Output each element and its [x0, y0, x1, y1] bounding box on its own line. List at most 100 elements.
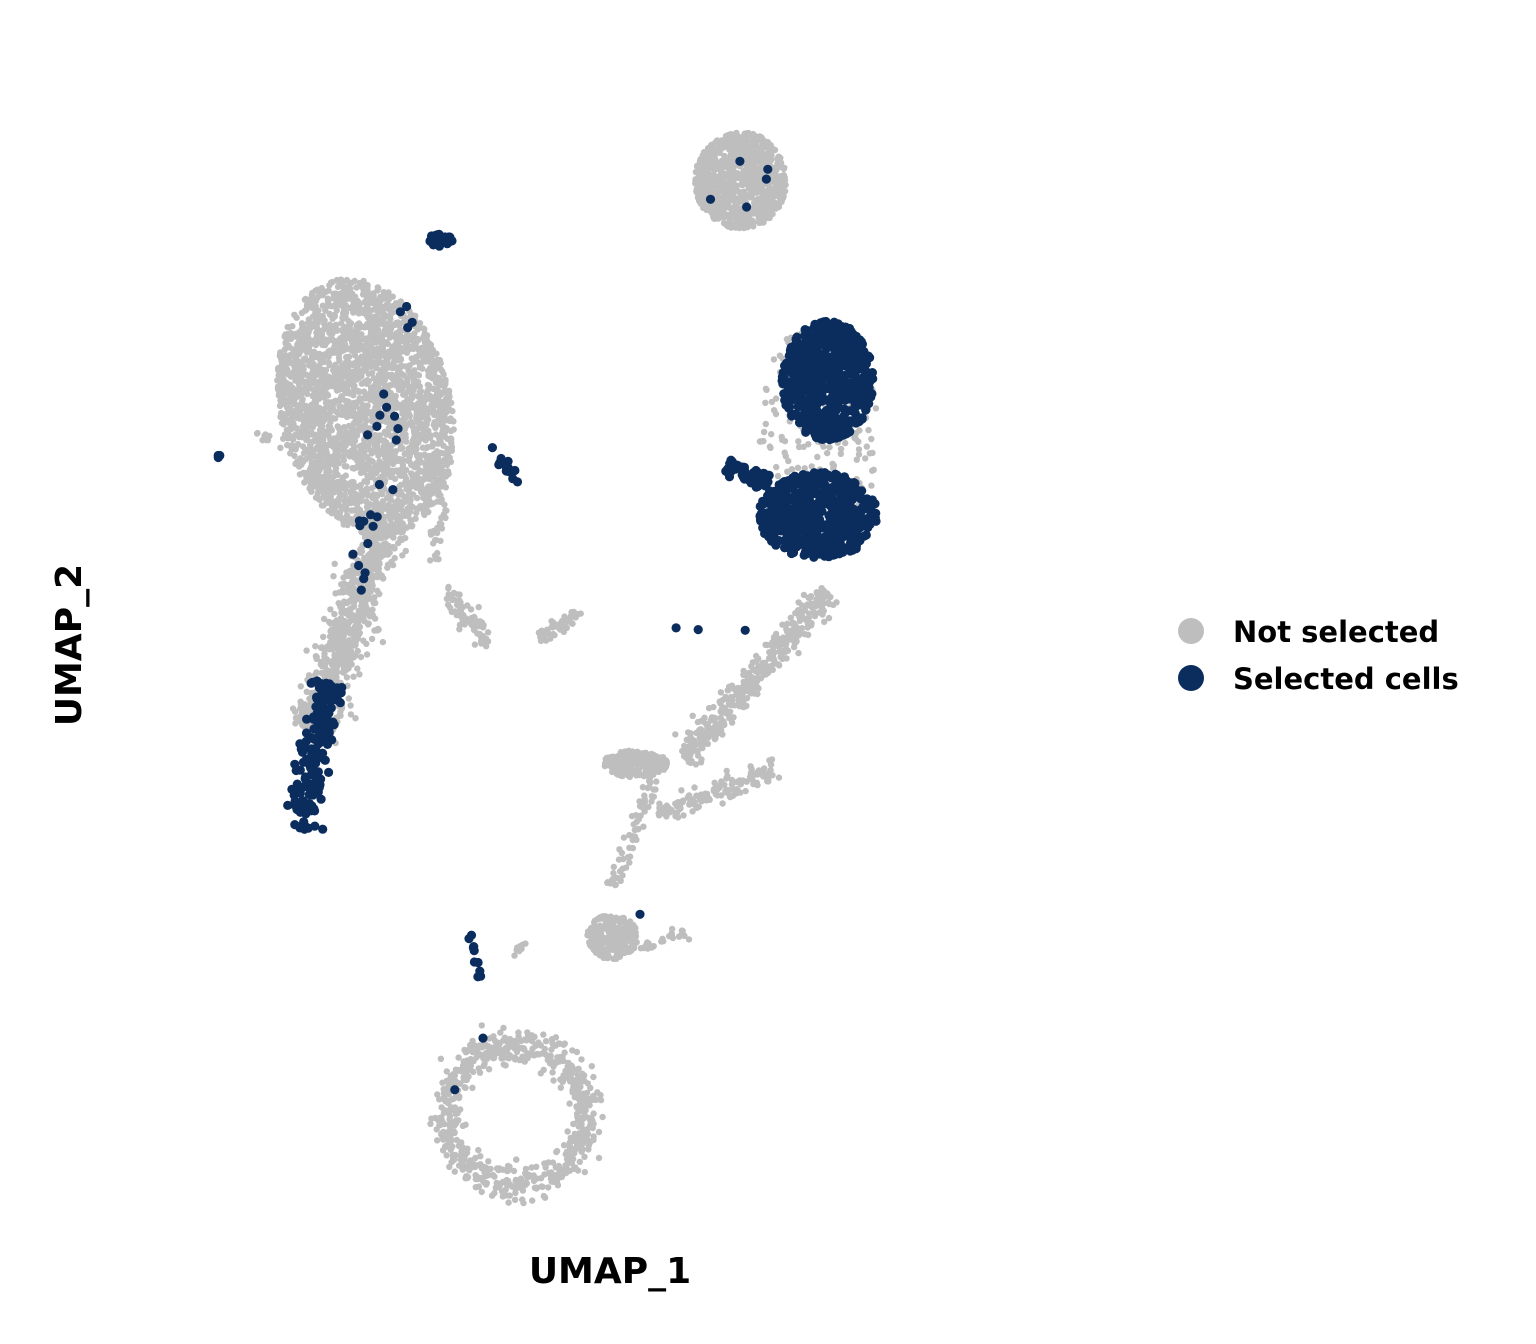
- unselected-cell-point: [824, 449, 831, 457]
- unselected-cell-point: [719, 696, 726, 704]
- unselected-cell-point: [319, 461, 326, 468]
- unselected-cell-point: [750, 666, 757, 674]
- unselected-cell-point: [404, 509, 411, 517]
- unselected-cell-point: [356, 508, 363, 516]
- unselected-cell-point: [821, 618, 828, 625]
- unselected-cell-point: [388, 345, 396, 352]
- unselected-cell-point: [470, 622, 477, 630]
- unselected-cell-point: [393, 374, 400, 381]
- unselected-cell-point: [423, 460, 431, 468]
- unselected-cell-point: [729, 132, 736, 139]
- unselected-cell-point: [409, 491, 417, 498]
- unselected-cell-point: [777, 194, 785, 201]
- unselected-cell-point: [391, 554, 398, 562]
- unselected-cell-point: [280, 421, 287, 428]
- unselected-cell-point: [307, 321, 314, 328]
- unselected-cell-point: [770, 407, 778, 414]
- unselected-cell-point: [293, 314, 300, 321]
- unselected-cell-point: [698, 181, 705, 189]
- unselected-cell-point: [422, 420, 429, 427]
- unselected-cell-point: [753, 145, 760, 152]
- cluster-right-top-grey: [692, 129, 789, 232]
- unselected-cell-point: [700, 204, 707, 211]
- unselected-cell-point: [328, 626, 335, 634]
- unselected-cell-point: [696, 158, 704, 165]
- unselected-cell-point: [402, 547, 409, 555]
- unselected-cell-point: [339, 515, 346, 522]
- unselected-cell-point: [282, 340, 289, 347]
- unselected-cell-point: [330, 377, 337, 385]
- unselected-cell-point: [872, 405, 880, 412]
- unselected-cell-point: [794, 464, 802, 471]
- unselected-cell-point: [364, 305, 371, 313]
- unselected-cell-point: [281, 346, 289, 353]
- unselected-cell-point: [701, 150, 708, 157]
- unselected-cell-point: [721, 194, 729, 201]
- unselected-cell-point: [405, 495, 413, 503]
- unselected-cell-point: [447, 427, 455, 435]
- unselected-cell-point: [538, 627, 545, 634]
- unselected-cell-point: [863, 443, 870, 450]
- unselected-cell-point: [350, 599, 358, 607]
- unselected-cell-point: [689, 712, 696, 719]
- unselected-cell-point: [320, 633, 327, 641]
- unselected-cell-point: [777, 640, 785, 647]
- unselected-cell-point: [445, 583, 452, 591]
- unselected-cell-point: [395, 352, 402, 359]
- unselected-cell-point: [315, 307, 322, 314]
- unselected-cell-point: [370, 336, 377, 343]
- unselected-cell-point: [775, 203, 783, 211]
- unselected-cell-point: [381, 442, 389, 450]
- unselected-cell-point: [339, 347, 346, 354]
- cluster-center-small-grey: [443, 583, 492, 650]
- unselected-cell-point: [414, 378, 422, 386]
- unselected-cell-point: [353, 327, 360, 335]
- unselected-cell-point: [746, 679, 754, 686]
- unselected-cell-point: [355, 623, 362, 631]
- unselected-cell-point: [370, 293, 377, 300]
- unselected-cell-point: [769, 666, 776, 673]
- unselected-cell-point: [758, 668, 765, 675]
- unselected-cell-point: [759, 659, 767, 667]
- unselected-cell-point: [403, 479, 410, 487]
- unselected-cell-point: [445, 470, 452, 478]
- unselected-cell-point: [706, 730, 714, 738]
- unselected-cell-point: [721, 152, 728, 160]
- unselected-cell-point: [347, 412, 354, 419]
- unselected-cell-point: [375, 462, 382, 469]
- unselected-cell-point: [414, 462, 421, 469]
- unselected-cell-point: [320, 670, 328, 677]
- unselected-cell-point: [783, 336, 791, 343]
- unselected-cell-point: [370, 299, 377, 306]
- unselected-cell-point: [287, 405, 294, 413]
- unselected-cell-point: [783, 626, 790, 633]
- unselected-cell-point: [277, 351, 284, 358]
- unselected-cell-point: [381, 361, 388, 368]
- unselected-cell-point: [330, 573, 337, 580]
- unselected-cell-point: [777, 174, 785, 182]
- unselected-cell-point: [402, 423, 410, 430]
- unselected-cell-point: [688, 758, 695, 765]
- unselected-cell-point: [332, 338, 339, 345]
- unselected-cell-point: [334, 652, 341, 659]
- unselected-cell-point: [772, 395, 780, 402]
- unselected-cell-point: [392, 454, 399, 462]
- unselected-cell-point: [342, 588, 349, 595]
- unselected-cell-point: [385, 507, 392, 514]
- unselected-cell-point: [702, 170, 709, 178]
- unselected-cell-point: [309, 424, 316, 431]
- unselected-cell-point: [309, 337, 317, 344]
- unselected-cell-point: [299, 342, 306, 349]
- unselected-cell-point: [341, 439, 348, 446]
- unselected-cell-point: [753, 658, 760, 665]
- unselected-cell-point: [865, 426, 872, 434]
- unselected-cell-point: [731, 686, 739, 693]
- unselected-cell-point: [308, 488, 315, 495]
- unselected-cell-point: [334, 625, 341, 632]
- unselected-cell-point: [309, 371, 316, 378]
- unselected-cell-point: [430, 402, 437, 409]
- unselected-cell-point: [416, 415, 424, 422]
- unselected-cell-point: [436, 381, 443, 389]
- unselected-cell-point: [363, 479, 371, 486]
